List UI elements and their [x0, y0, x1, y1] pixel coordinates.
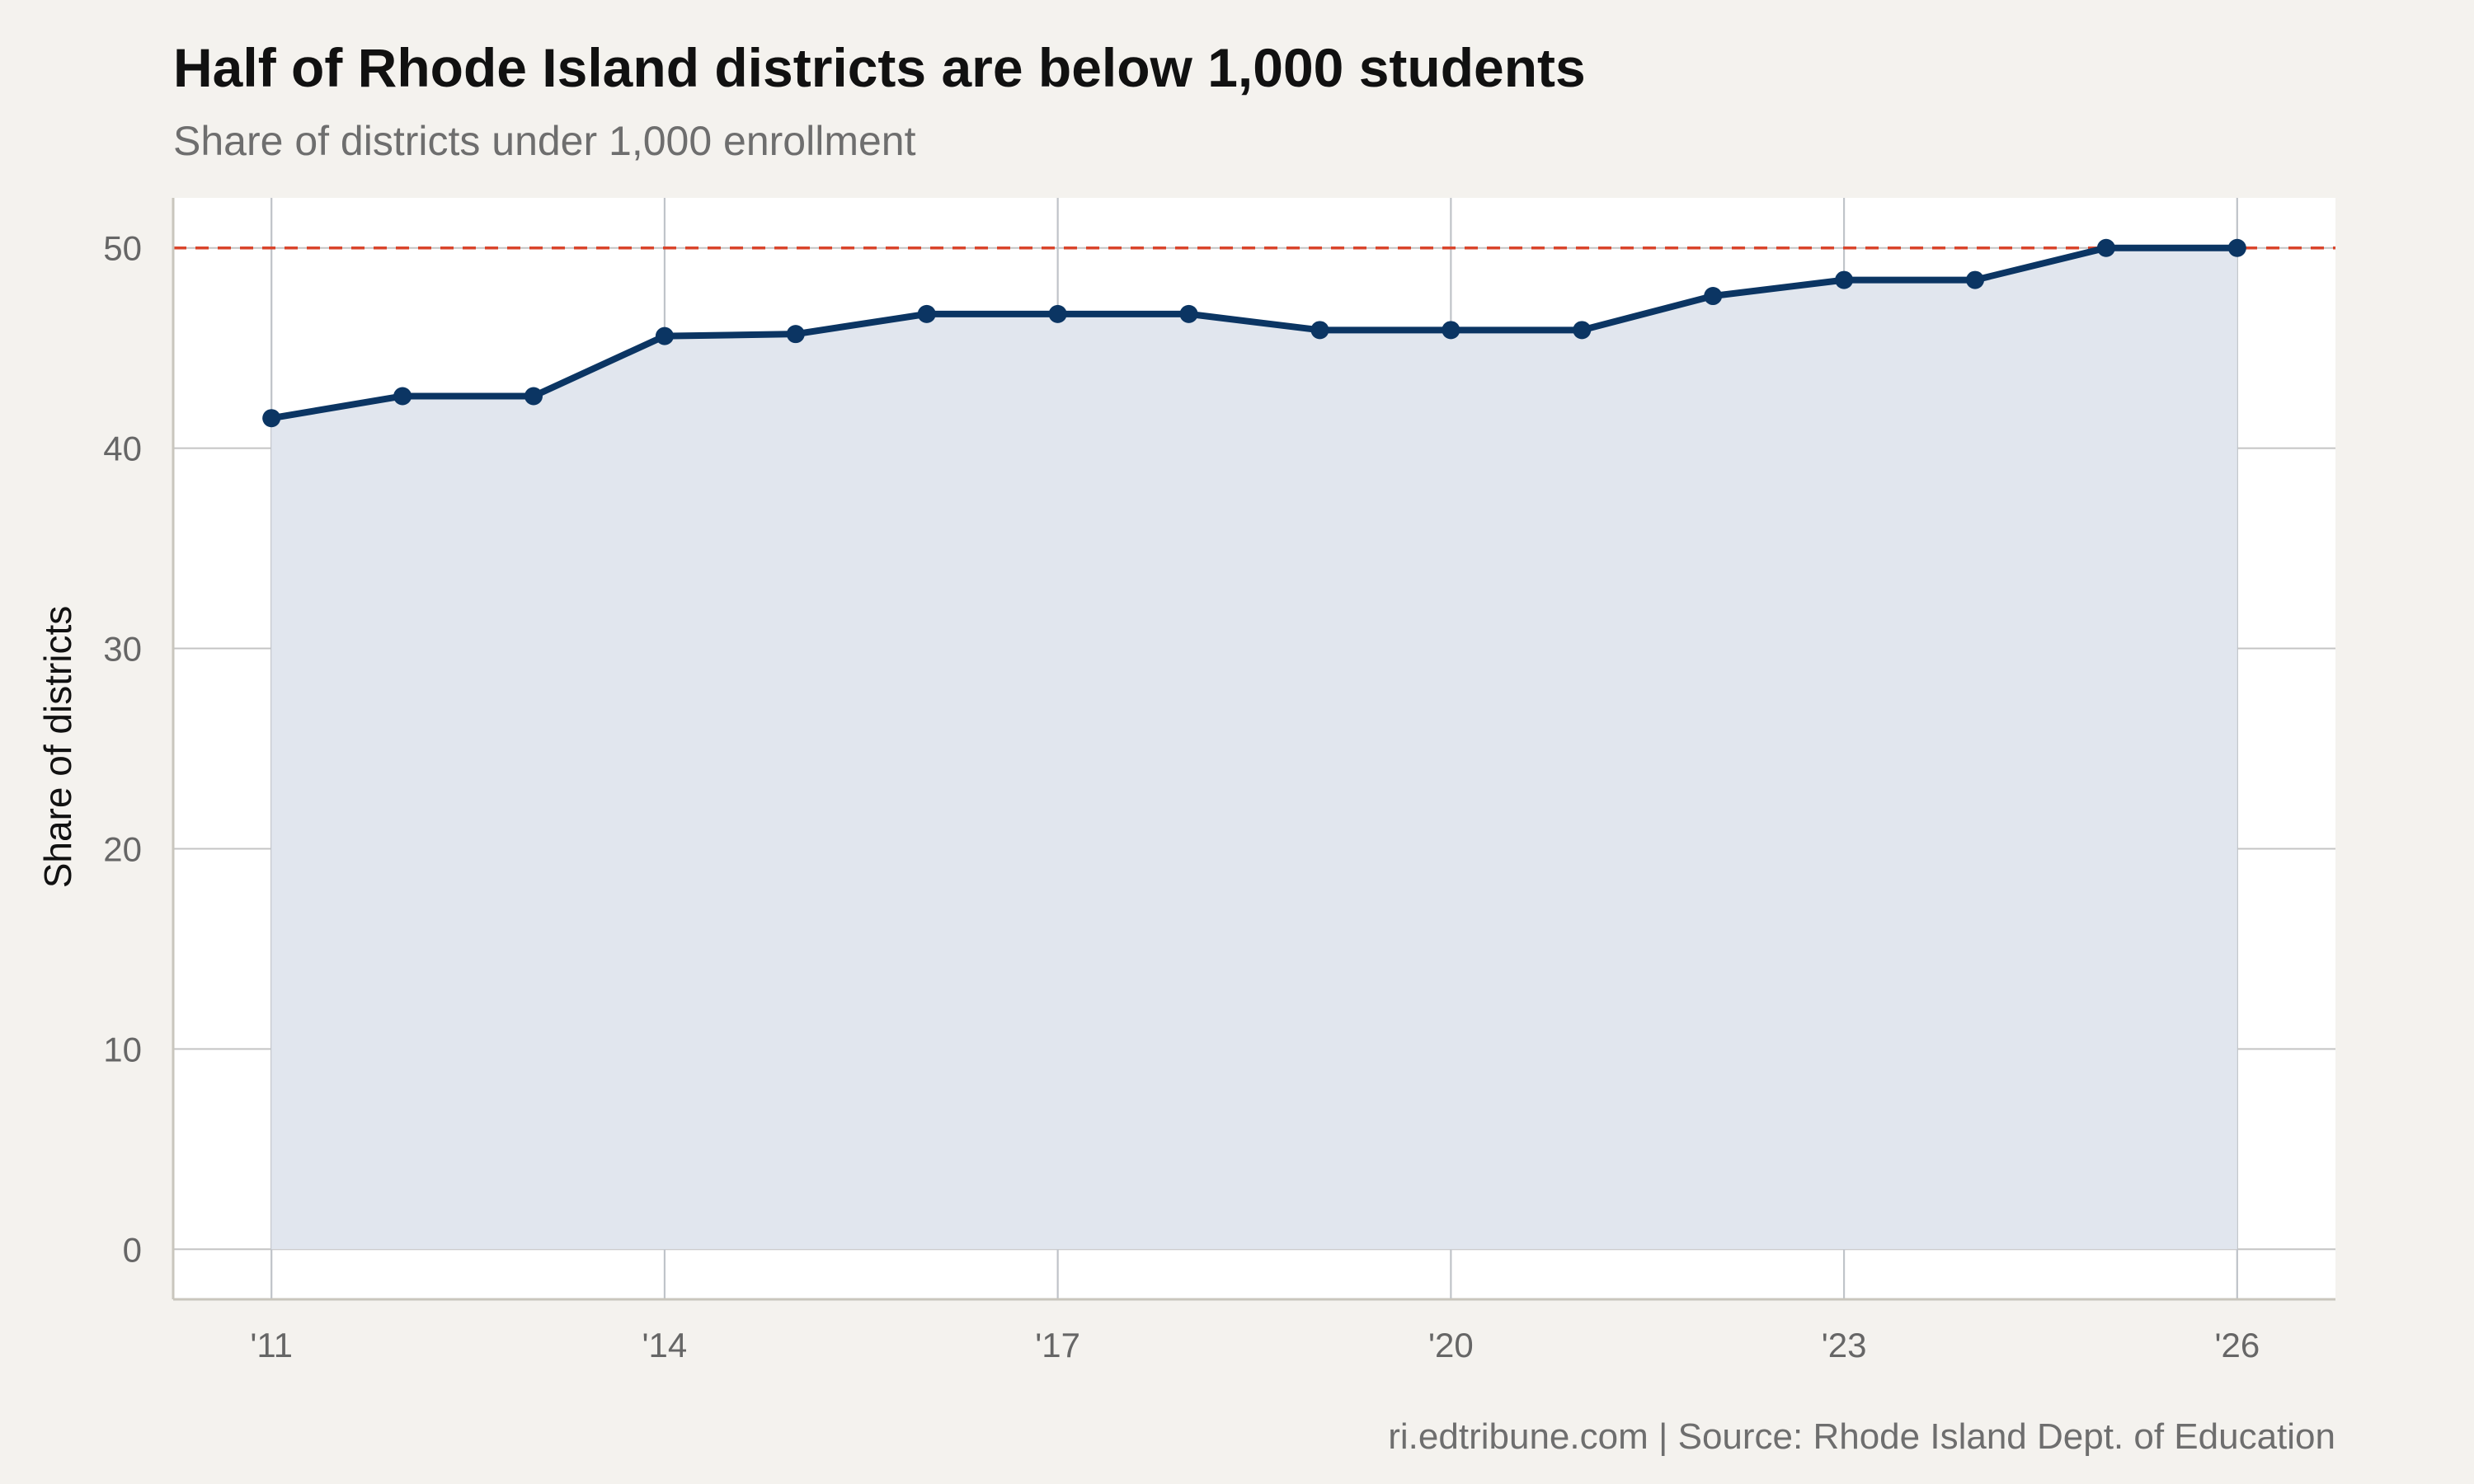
data-point — [262, 409, 281, 428]
x-tick-label: '14 — [642, 1326, 688, 1364]
area-fill — [271, 247, 2237, 1250]
data-point — [2227, 238, 2246, 257]
y-tick-labels: 0 10 20 30 40 50 — [103, 229, 142, 1270]
x-tick-label: '20 — [1428, 1326, 1474, 1364]
x-tick-label: '11 — [250, 1326, 293, 1364]
y-tick-label: 10 — [103, 1030, 142, 1068]
data-point — [1966, 270, 1984, 289]
data-point — [2096, 238, 2115, 257]
x-tick-label: '17 — [1035, 1326, 1080, 1364]
y-axis-title: Share of districts — [36, 606, 79, 889]
data-point — [1048, 304, 1067, 323]
data-point — [1573, 321, 1592, 340]
y-tick-label: 40 — [103, 430, 142, 468]
series-line — [270, 244, 2237, 422]
data-point — [393, 387, 412, 406]
y-tick-label: 20 — [103, 829, 142, 868]
data-point — [1442, 321, 1460, 340]
chart-caption: ri.edtribune.com | Source: Rhode Island … — [1388, 1416, 2335, 1457]
data-point — [786, 325, 805, 344]
x-tick-label: '23 — [1822, 1326, 1867, 1364]
data-points — [262, 238, 2246, 428]
data-point — [1835, 270, 1854, 289]
y-tick-label: 0 — [123, 1230, 142, 1269]
data-point — [1704, 287, 1723, 306]
y-tick-label: 50 — [103, 229, 142, 268]
x-tick-labels: '11 '14 '17 '20 '23 '26 — [250, 1326, 2260, 1364]
data-point — [1179, 304, 1198, 323]
x-tick-label: '26 — [2214, 1326, 2260, 1364]
chart-subtitle: Share of districts under 1,000 enrollmen… — [173, 118, 916, 164]
data-point — [655, 326, 674, 345]
data-point — [1310, 321, 1329, 340]
data-point — [917, 304, 936, 323]
data-point — [524, 387, 543, 406]
chart-title: Half of Rhode Island districts are below… — [173, 37, 1586, 98]
y-tick-label: 30 — [103, 630, 142, 669]
